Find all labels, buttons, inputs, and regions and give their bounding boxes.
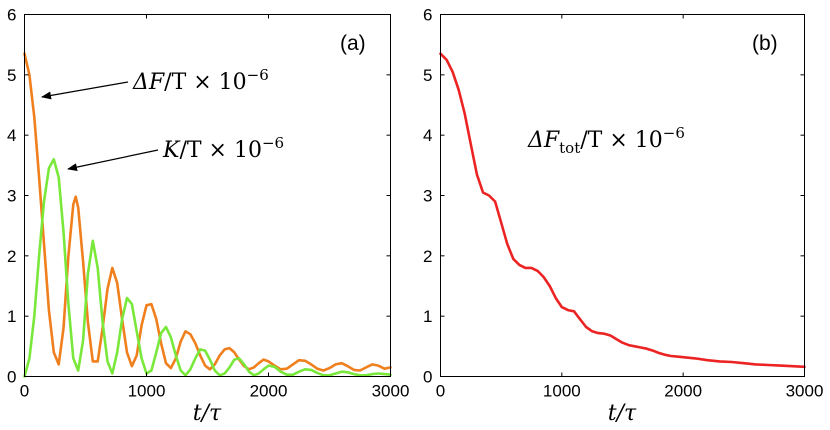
panel-a-ytick-label: 2 — [7, 247, 16, 266]
panel-a-label: (a) — [340, 32, 366, 55]
annotation-b1-main: ΔF — [527, 128, 560, 153]
panel-b-xtick-label: 3000 — [786, 382, 824, 401]
panel-b-label: (b) — [752, 32, 778, 55]
panel-a-ytick-label: 0 — [7, 368, 16, 387]
annotation-a2-rest: /T × 10 — [179, 138, 262, 163]
panel-b-xtick-label: 1000 — [543, 382, 581, 401]
annotation-b1-sub: tot — [559, 139, 580, 157]
annotation-b1-exp: −6 — [663, 124, 685, 142]
panel-a-ticks: 0 1000 2000 3000 0 1 2 3 4 5 6 — [7, 6, 409, 401]
panel-a-ytick-label: 3 — [7, 187, 16, 206]
panel-a-series-group — [23, 52, 392, 378]
panel-b-ytick-label: 2 — [423, 247, 432, 266]
panel-b-ytick-label: 4 — [423, 126, 432, 145]
panel-b-series-0-line — [439, 52, 806, 369]
annotation-b1-rest: /T × 10 — [580, 128, 663, 153]
panel-a-ytick-label: 5 — [7, 66, 16, 85]
annotation-a1-rest: /T × 10 — [164, 70, 247, 95]
panel-b-ytick-label: 6 — [423, 6, 432, 25]
panel-a-xtick-label: 0 — [20, 382, 29, 401]
panel-b-ytick-label: 3 — [423, 187, 432, 206]
panel-b-ytick-label: 5 — [423, 66, 432, 85]
panel-a-ytick-label: 6 — [7, 6, 16, 25]
panel-b-xtick-label: 0 — [436, 382, 445, 401]
annotation-a1-arrow — [41, 81, 129, 100]
annotation-a2-exp: −6 — [262, 134, 284, 152]
panel-a-xlabel: t/τ — [193, 401, 222, 426]
panel-b-ytick-label: 0 — [423, 368, 432, 387]
panel-a-ytick-label: 4 — [7, 126, 16, 145]
panel-b-ytick-label: 1 — [423, 307, 432, 326]
panel-b-axes-frame — [440, 14, 805, 377]
annotation-a1-main: ΔF — [132, 70, 165, 95]
panel-a-ytick-label: 1 — [7, 307, 16, 326]
panel-a-xtick-label: 1000 — [128, 382, 166, 401]
panel-b-xtick-label: 2000 — [664, 382, 702, 401]
annotation-a1: ΔF/T × 10−6 — [132, 66, 269, 95]
panel-b-xlabel: t/τ — [608, 401, 637, 426]
annotation-a1-exp: −6 — [247, 66, 269, 84]
annotation-a2-arrow — [67, 149, 159, 172]
panel-a-series-0-line — [23, 52, 392, 372]
panel-a-xtick-label: 3000 — [372, 382, 410, 401]
panel-b: 0 1000 2000 3000 0 1 2 3 4 5 6 (b) t/τ ΔFtot/T × 1… — [423, 6, 823, 427]
annotation-a2-main: K — [162, 138, 181, 163]
panel-a-axes-frame — [24, 14, 391, 377]
panel-a-series-1-line — [23, 158, 392, 378]
panel-a-xtick-label: 2000 — [250, 382, 288, 401]
annotation-b1: ΔFtot/T × 10−6 — [527, 124, 685, 157]
panel-b-ticks: 0 1000 2000 3000 0 1 2 3 4 5 6 — [423, 6, 823, 401]
annotation-a2: K/T × 10−6 — [162, 134, 284, 163]
panel-b-series-group — [439, 52, 806, 369]
